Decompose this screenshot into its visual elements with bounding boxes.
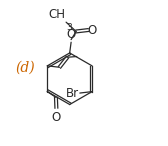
Text: Br: Br [66,87,79,100]
Text: CH: CH [48,8,65,21]
Text: (d): (d) [15,60,35,74]
Text: O: O [52,111,61,124]
Text: O: O [87,24,96,36]
Text: 3: 3 [66,23,72,32]
Text: O: O [67,28,76,41]
